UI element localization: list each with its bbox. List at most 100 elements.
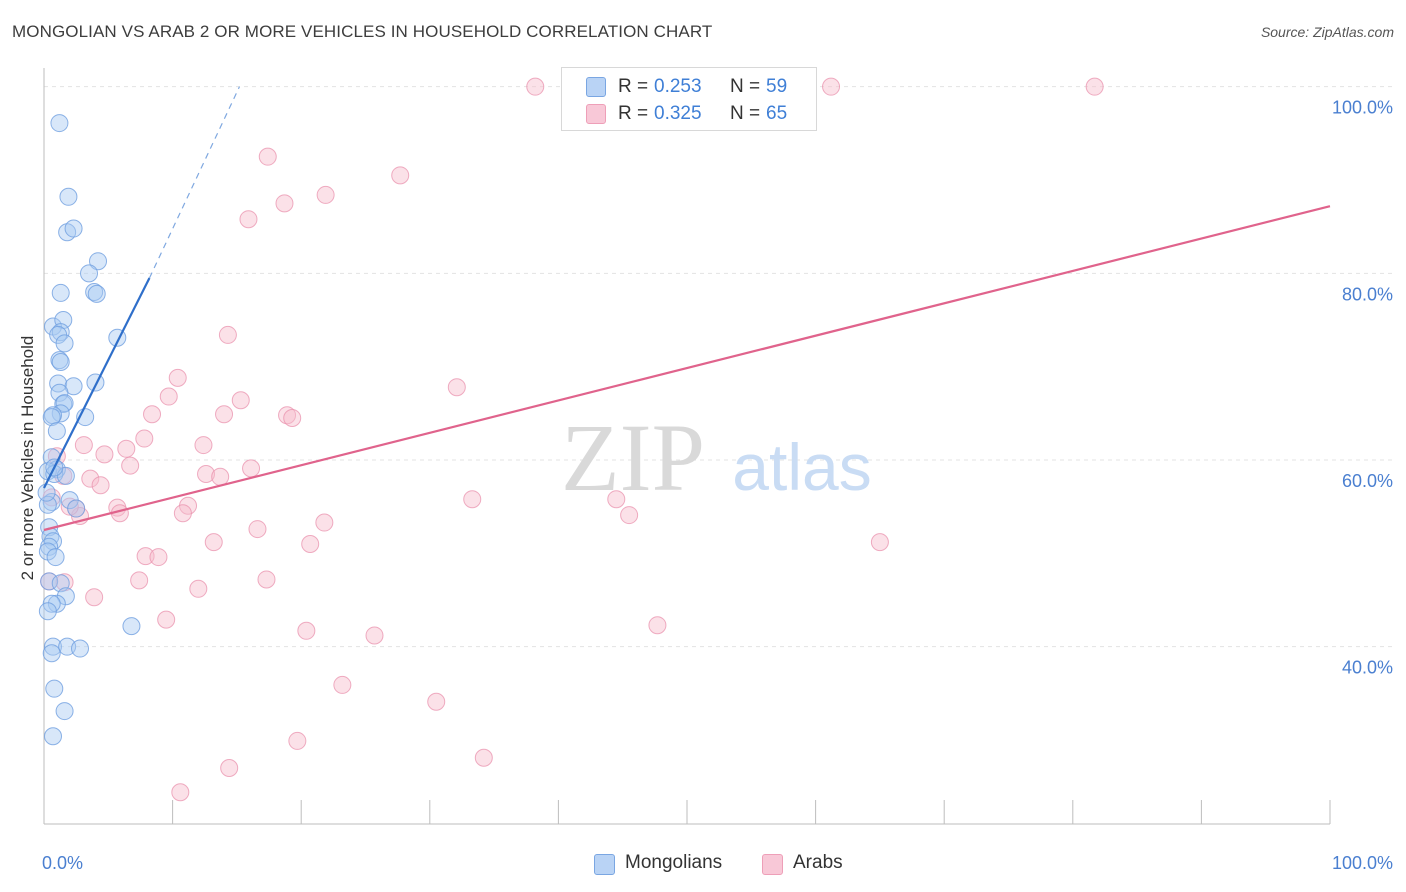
arab-point (275, 194, 294, 213)
arab-point (159, 387, 178, 406)
axes (43, 68, 1331, 825)
mongolian-point (80, 264, 99, 283)
mongolian-point (86, 373, 105, 392)
legend-n-value: 59 (766, 76, 788, 97)
arab-point (60, 497, 79, 516)
arabs-label: Arabs (793, 852, 843, 873)
arab-point (301, 535, 320, 553)
mongolian-point (122, 617, 141, 636)
arab-point (218, 325, 237, 344)
arab-point (220, 759, 239, 777)
mongolian-point (46, 548, 65, 567)
mongolian-point (50, 383, 69, 402)
mongolian-point (56, 587, 75, 606)
mongolian-point (51, 323, 70, 342)
legend-r-value: 0.253 (654, 76, 702, 97)
arab-point (117, 439, 136, 458)
legend-r-label: R = (618, 103, 649, 124)
arab-point (121, 456, 140, 475)
legend-n-label: N = (730, 103, 761, 124)
arab-point (333, 675, 352, 694)
arab-point (870, 533, 889, 552)
mongolian-point (45, 679, 64, 698)
arab-point (197, 465, 216, 483)
mongolian-point (51, 283, 70, 302)
mongolian-point (89, 252, 108, 271)
arab-point (474, 748, 493, 767)
gridlines (44, 86, 1394, 648)
arab-point (447, 378, 466, 397)
watermark-atlas: atlas (732, 430, 871, 504)
mongolian-point (71, 639, 90, 658)
mongolians-trendline (43, 277, 151, 489)
arab-point (136, 547, 155, 566)
arab-point (143, 405, 162, 424)
y-axis-label: 2 or more Vehicles in Household (18, 336, 37, 581)
mongolian-point (40, 572, 59, 591)
mongolian-point (44, 637, 63, 656)
chart-title: MONGOLIAN VS ARAB 2 OR MORE VEHICLES IN … (12, 22, 713, 41)
arab-point (526, 77, 545, 96)
watermark: ZIP atlas (561, 404, 872, 511)
arab-point (648, 616, 667, 635)
arab-point (189, 579, 208, 598)
arab-point (231, 391, 250, 410)
y-tick-label: 100.0% (1332, 98, 1393, 118)
arab-point (239, 210, 258, 229)
mongolian-point (87, 284, 106, 303)
mongolian-point (59, 187, 78, 206)
mongolian-point (42, 644, 61, 663)
mongolian-point (50, 114, 69, 133)
mongolian-point (55, 394, 74, 413)
arab-point (248, 520, 267, 539)
arab-point (822, 77, 841, 96)
mongolians-points (37, 114, 141, 746)
mongolian-point (44, 727, 63, 746)
correlation-legend: R = 0.253 N = 59 R = 0.325 N = 65 (561, 67, 817, 131)
mongolian-point (38, 602, 57, 621)
mongolian-point (85, 283, 104, 301)
arab-point (463, 490, 482, 509)
arab-point (365, 626, 384, 645)
arab-point (427, 692, 446, 711)
arab-point (168, 368, 187, 387)
x-tick-label: 0.0% (42, 853, 83, 873)
legend-n-label: N = (730, 76, 761, 97)
arab-point (204, 533, 223, 552)
source-credit: Source: ZipAtlas.com (1260, 24, 1394, 40)
arab-point (74, 436, 93, 455)
trendlines (43, 86, 1331, 532)
legend-r-label: R = (618, 76, 649, 97)
mongolians-trendline-extension (148, 86, 241, 279)
arab-point (278, 406, 297, 425)
arab-point (130, 571, 149, 590)
legend-n-value: 65 (766, 103, 788, 124)
mongolian-point (51, 353, 70, 371)
arab-point (194, 436, 213, 455)
arab-point (258, 147, 277, 166)
mongolian-point (64, 219, 83, 238)
legend-swatch-pink (586, 104, 606, 124)
arabs-swatch (762, 854, 783, 875)
arab-point (607, 490, 626, 509)
arab-point (242, 459, 261, 478)
arab-point (135, 429, 154, 448)
arab-point (620, 506, 639, 525)
arab-point (315, 513, 334, 532)
arab-point (85, 588, 104, 607)
arab-point (211, 467, 230, 486)
watermark-zip: ZIP (561, 404, 705, 511)
legend-swatch-blue (586, 77, 606, 97)
arab-point (91, 476, 110, 495)
arab-point (257, 570, 276, 589)
arab-point (288, 731, 307, 750)
y-tick-label: 60.0% (1342, 471, 1393, 491)
arab-point (81, 469, 100, 488)
mongolian-point (47, 594, 66, 613)
y-tick-label: 40.0% (1342, 658, 1393, 678)
arab-point (283, 409, 302, 427)
legend-r-value: 0.325 (654, 103, 702, 124)
mongolians-label: Mongolians (625, 852, 723, 873)
arab-point (149, 548, 168, 567)
